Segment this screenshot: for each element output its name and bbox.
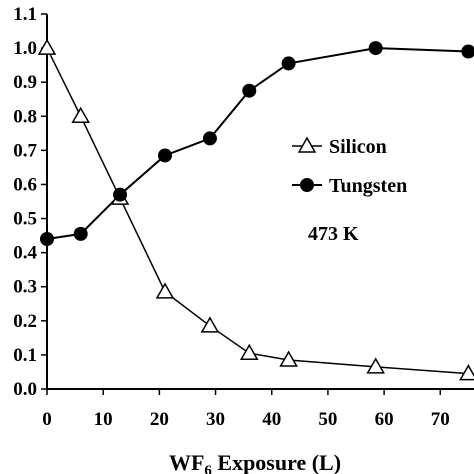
point-silicon <box>155 282 175 299</box>
x-tick-label: 70 <box>431 409 450 430</box>
x-axis-label: WF6 Exposure (L) <box>169 450 341 474</box>
legend-label-silicon: Silicon <box>329 136 387 158</box>
series-markers <box>37 38 474 381</box>
y-tick-label: 0.2 <box>13 311 37 332</box>
axes <box>46 14 474 390</box>
x-tick-label: 30 <box>206 409 225 430</box>
x-tick-label: 10 <box>94 409 113 430</box>
x-tick-label: 40 <box>262 409 281 430</box>
legend: Silicon Tungsten <box>292 136 407 197</box>
x-axis-label-rest: Exposure (L) <box>212 450 341 474</box>
point-tungsten <box>281 56 296 71</box>
point-silicon <box>366 357 385 374</box>
point-tungsten <box>157 148 172 163</box>
temperature-annotation: 473 K <box>308 223 359 245</box>
point-silicon <box>200 316 220 333</box>
legend-label-tungsten: Tungsten <box>329 175 407 197</box>
series-line-tungsten <box>46 47 469 240</box>
x-tick-label: 0 <box>42 409 52 430</box>
point-silicon <box>239 343 259 360</box>
point-tungsten <box>113 187 128 202</box>
point-silicon <box>459 364 474 381</box>
y-tick-label: 0.3 <box>13 277 37 298</box>
y-tick-label: 0.5 <box>13 209 37 230</box>
x-axis-label-subscript: 6 <box>204 463 212 474</box>
x-tick-label: 50 <box>318 409 337 430</box>
series-line-silicon <box>46 47 469 375</box>
point-silicon <box>37 38 57 55</box>
series-lines <box>46 47 469 375</box>
point-tungsten <box>73 226 88 241</box>
y-tick-label: 0.7 <box>13 140 37 161</box>
y-tick-label: 0.4 <box>13 243 37 264</box>
point-tungsten <box>461 44 474 59</box>
ticks: 0.0 0.1 0.2 0.3 0.4 0.5 0.6 0.7 0.8 0.9 1.0 1.1 0 10 2… <box>13 4 450 430</box>
legend-marker-silicon <box>297 136 317 153</box>
y-tick-label: 0.6 <box>13 174 37 195</box>
y-tick-label: 0.9 <box>13 72 37 93</box>
x-tick-label: 20 <box>150 409 169 430</box>
point-tungsten <box>40 232 54 246</box>
point-silicon <box>71 106 91 124</box>
y-tick-label: 0.8 <box>13 106 37 127</box>
y-tick-label: 1.0 <box>13 38 37 59</box>
point-tungsten <box>242 83 257 98</box>
x-axis-label-main: WF <box>169 450 204 474</box>
point-silicon <box>279 350 298 367</box>
point-tungsten <box>368 41 383 56</box>
y-tick-label: 0.1 <box>13 345 37 366</box>
legend-marker-tungsten <box>300 178 314 192</box>
x-tick-label: 60 <box>375 409 394 430</box>
y-tick-label: 1.1 <box>13 4 37 25</box>
y-tick-label: 0.0 <box>13 379 37 400</box>
point-tungsten <box>202 131 217 146</box>
